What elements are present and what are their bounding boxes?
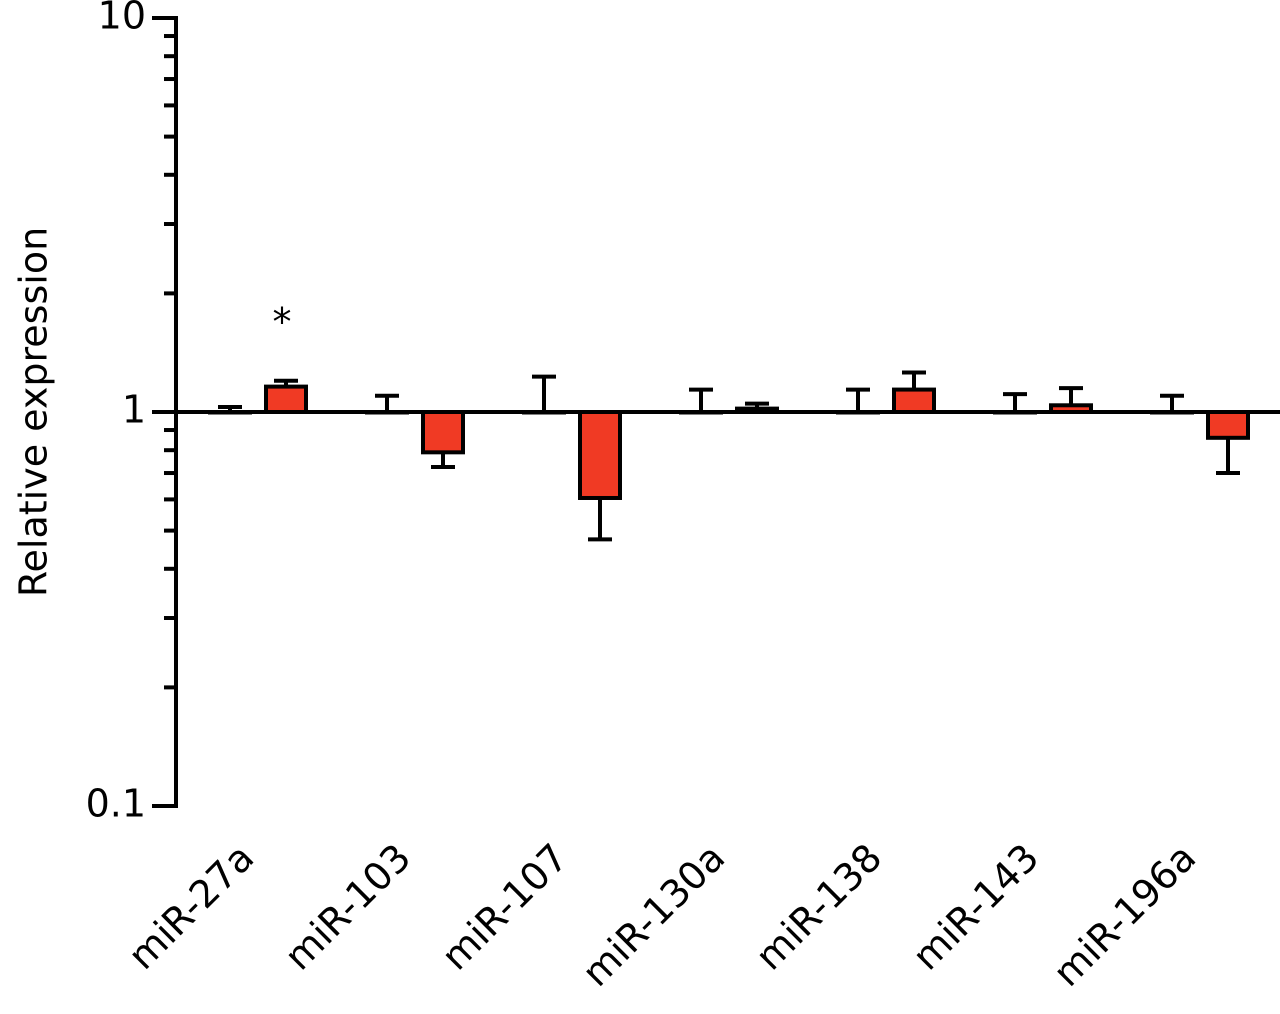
y-tick-label: 10 (98, 0, 146, 38)
bar (421, 410, 465, 455)
x-tick-label: miR-196a (1045, 835, 1205, 995)
bar (1206, 410, 1250, 440)
x-tick-label: miR-103 (276, 835, 419, 978)
annotation: * (273, 300, 292, 344)
x-tick-label: miR-143 (904, 835, 1047, 978)
x-tick-label: miR-138 (747, 835, 890, 978)
x-tick-label: miR-130a (574, 835, 734, 995)
bar (578, 410, 622, 500)
bar (264, 384, 308, 414)
y-tick-label: 1 (122, 388, 146, 432)
y-axis-label: Relative expression (12, 227, 56, 597)
y-tick-label: 0.1 (86, 782, 146, 826)
bar (892, 387, 936, 415)
x-tick-label: miR-27a (120, 835, 263, 978)
x-tick-label: miR-107 (433, 835, 576, 978)
